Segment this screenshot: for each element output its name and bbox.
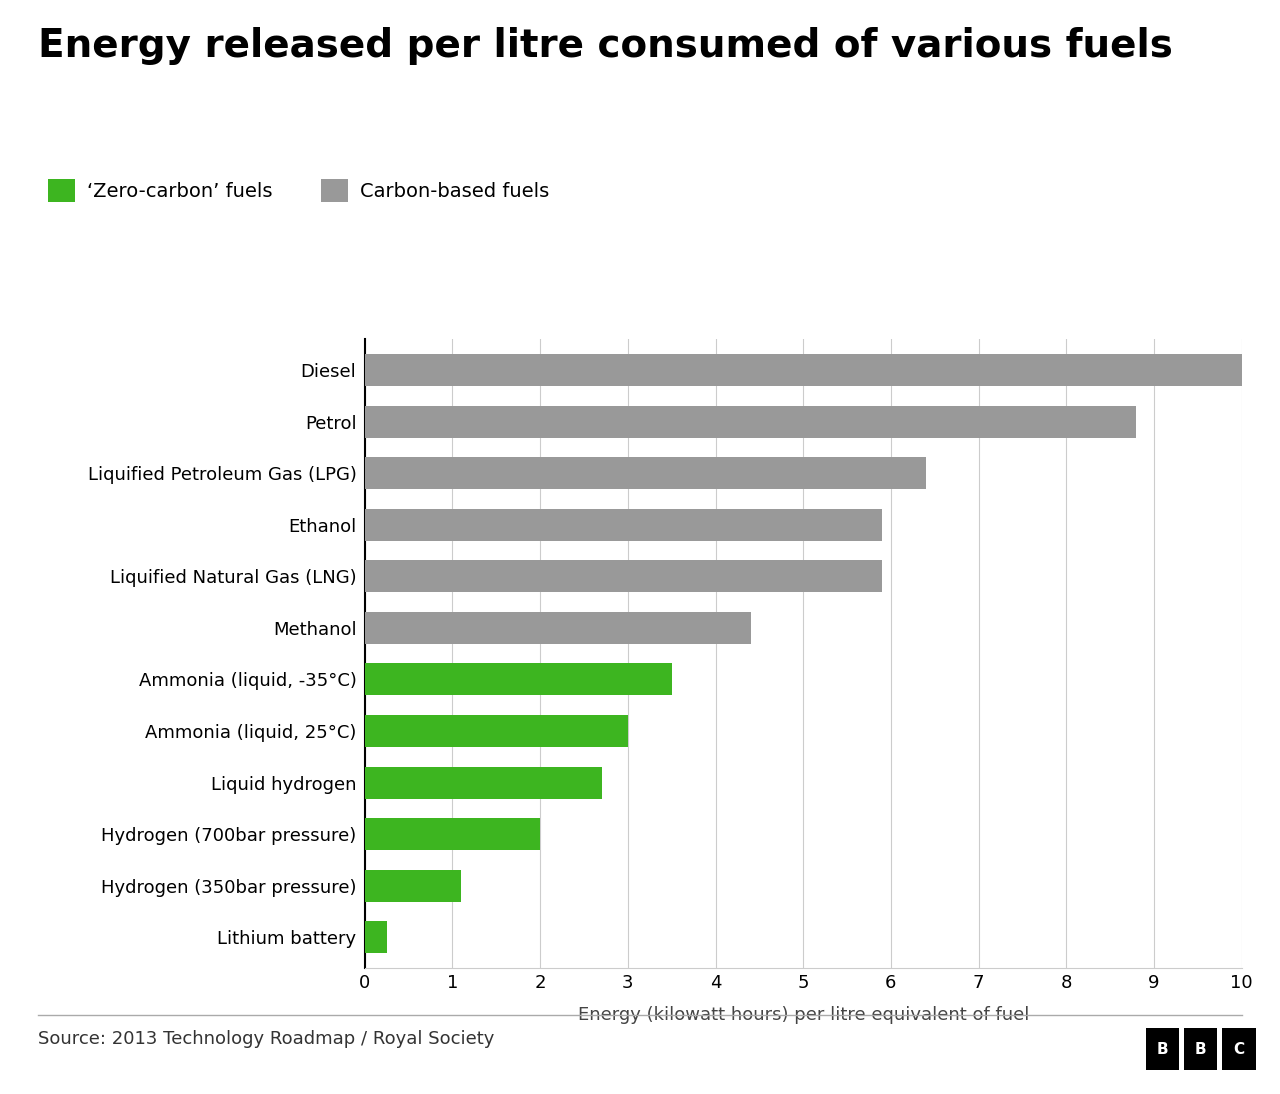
Bar (365, 354, 1242, 386)
Text: B: B (1156, 1041, 1169, 1057)
Bar (365, 715, 627, 747)
Text: B: B (1194, 1041, 1207, 1057)
Bar (365, 767, 602, 799)
Text: Source: 2013 Technology Roadmap / Royal Society: Source: 2013 Technology Roadmap / Royal … (38, 1031, 495, 1048)
Bar (365, 921, 387, 953)
Bar (365, 406, 1137, 438)
Bar (365, 870, 461, 901)
Bar (365, 457, 925, 489)
Text: C: C (1234, 1041, 1244, 1057)
Bar (365, 663, 672, 696)
Bar (365, 818, 540, 850)
X-axis label: Energy (kilowatt hours) per litre equivalent of fuel: Energy (kilowatt hours) per litre equiva… (577, 1005, 1029, 1024)
Bar (365, 509, 882, 540)
Bar (365, 560, 882, 592)
Legend: ‘Zero-carbon’ fuels, Carbon-based fuels: ‘Zero-carbon’ fuels, Carbon-based fuels (49, 179, 549, 201)
Bar (365, 612, 750, 644)
Text: Energy released per litre consumed of various fuels: Energy released per litre consumed of va… (38, 27, 1174, 66)
